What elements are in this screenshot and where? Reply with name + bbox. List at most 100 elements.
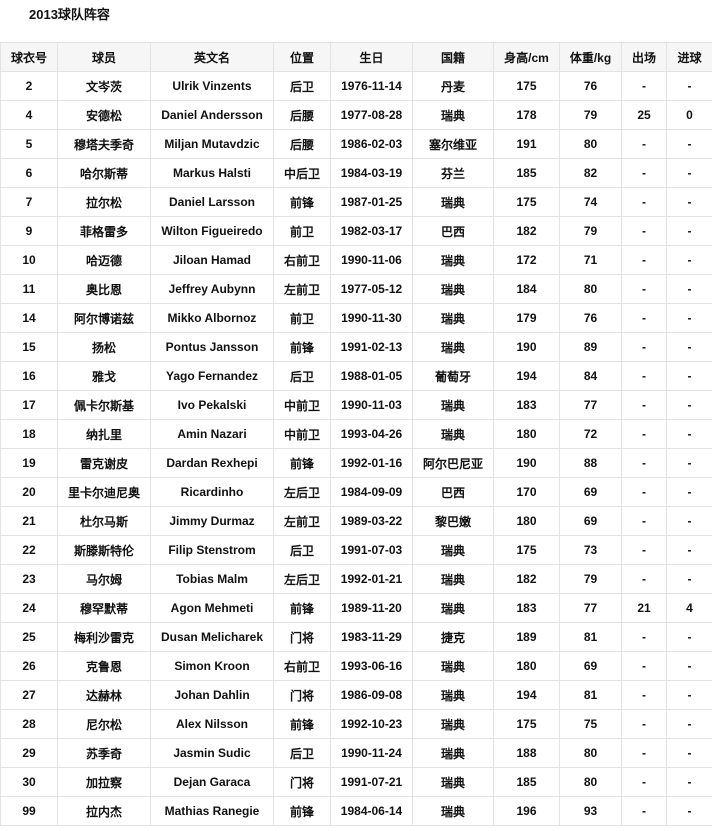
- cell-name-cn: 阿尔博诺兹: [57, 303, 151, 333]
- cell-number: 11: [0, 274, 58, 304]
- cell-goals: -: [666, 71, 712, 101]
- cell-appearances: -: [621, 448, 667, 478]
- cell-appearances: -: [621, 245, 667, 275]
- cell-weight: 69: [559, 506, 622, 536]
- cell-goals: -: [666, 187, 712, 217]
- cell-goals: -: [666, 361, 712, 391]
- cell-height: 182: [493, 564, 560, 594]
- cell-number: 21: [0, 506, 58, 536]
- cell-birthday: 1992-01-21: [330, 564, 413, 594]
- table-row: 7 拉尔松 Daniel Larsson 前锋 1987-01-25 瑞典 175 74- -: [0, 187, 712, 217]
- cell-birthday: 1991-02-13: [330, 332, 413, 362]
- cell-height: 180: [493, 419, 560, 449]
- table-row: 5 穆塔夫季奇 Miljan Mutavdzic 后腰 1986-02-03 塞尔维亚 19…: [0, 129, 712, 159]
- cell-name-en: Miljan Mutavdzic: [150, 129, 274, 159]
- cell-birthday: 1988-01-05: [330, 361, 413, 391]
- cell-weight: 80: [559, 274, 622, 304]
- table-row: 18 纳扎里 Amin Nazari 中前卫 1993-04-26 瑞典 180 72- -: [0, 419, 712, 449]
- cell-nationality: 瑞典: [412, 796, 494, 826]
- cell-goals: -: [666, 796, 712, 826]
- cell-number: 10: [0, 245, 58, 275]
- cell-position: 后卫: [273, 361, 331, 391]
- header-goals: 进球: [666, 42, 712, 72]
- cell-nationality: 捷克: [412, 622, 494, 652]
- cell-appearances: -: [621, 158, 667, 188]
- cell-nationality: 芬兰: [412, 158, 494, 188]
- cell-name-en: Ivo Pekalski: [150, 390, 274, 420]
- table-row: 23 马尔姆 Tobias Malm 左后卫 1992-01-21 瑞典 182 79- -: [0, 564, 712, 594]
- cell-number: 25: [0, 622, 58, 652]
- table-row: 26 克鲁恩 Simon Kroon 右前卫 1993-06-16 瑞典 180 69- -: [0, 651, 712, 681]
- cell-appearances: -: [621, 709, 667, 739]
- cell-weight: 80: [559, 129, 622, 159]
- cell-name-en: Johan Dahlin: [150, 680, 274, 710]
- cell-nationality: 瑞典: [412, 390, 494, 420]
- cell-appearances: -: [621, 564, 667, 594]
- cell-weight: 75: [559, 709, 622, 739]
- cell-height: 175: [493, 71, 560, 101]
- cell-weight: 73: [559, 535, 622, 565]
- cell-name-en: Wilton Figueiredo: [150, 216, 274, 246]
- cell-name-cn: 斯滕斯特伦: [57, 535, 151, 565]
- cell-position: 右前卫: [273, 651, 331, 681]
- cell-birthday: 1992-10-23: [330, 709, 413, 739]
- cell-birthday: 1982-03-17: [330, 216, 413, 246]
- table-row: 27 达赫林 Johan Dahlin 门将 1986-09-08 瑞典 194 81- -: [0, 680, 712, 710]
- cell-appearances: -: [621, 129, 667, 159]
- cell-position: 后腰: [273, 100, 331, 130]
- cell-position: 左前卫: [273, 506, 331, 536]
- cell-height: 178: [493, 100, 560, 130]
- cell-name-en: Pontus Jansson: [150, 332, 274, 362]
- page-title: 2013球队阵容: [29, 7, 110, 22]
- cell-goals: -: [666, 651, 712, 681]
- cell-name-cn: 拉内杰: [57, 796, 151, 826]
- cell-name-cn: 梅利沙雷克: [57, 622, 151, 652]
- cell-number: 20: [0, 477, 58, 507]
- cell-name-cn: 穆塔夫季奇: [57, 129, 151, 159]
- cell-height: 194: [493, 680, 560, 710]
- cell-goals: -: [666, 303, 712, 333]
- cell-nationality: 阿尔巴尼亚: [412, 448, 494, 478]
- cell-nationality: 瑞典: [412, 680, 494, 710]
- cell-weight: 76: [559, 71, 622, 101]
- cell-appearances: 21: [621, 593, 667, 623]
- cell-goals: -: [666, 332, 712, 362]
- cell-weight: 77: [559, 390, 622, 420]
- cell-position: 前锋: [273, 332, 331, 362]
- cell-name-en: Filip Stenstrom: [150, 535, 274, 565]
- header-nationality: 国籍: [412, 42, 494, 72]
- cell-weight: 71: [559, 245, 622, 275]
- cell-nationality: 巴西: [412, 216, 494, 246]
- cell-name-cn: 克鲁恩: [57, 651, 151, 681]
- cell-number: 5: [0, 129, 58, 159]
- cell-goals: -: [666, 216, 712, 246]
- cell-name-en: Dusan Melicharek: [150, 622, 274, 652]
- cell-name-cn: 菲格雷多: [57, 216, 151, 246]
- cell-name-en: Jeffrey Aubynn: [150, 274, 274, 304]
- cell-birthday: 1989-11-20: [330, 593, 413, 623]
- cell-height: 170: [493, 477, 560, 507]
- header-height: 身高/cm: [493, 42, 560, 72]
- cell-name-en: Simon Kroon: [150, 651, 274, 681]
- cell-birthday: 1983-11-29: [330, 622, 413, 652]
- cell-name-en: Ulrik Vinzents: [150, 71, 274, 101]
- cell-appearances: -: [621, 332, 667, 362]
- cell-position: 前锋: [273, 448, 331, 478]
- cell-position: 右前卫: [273, 245, 331, 275]
- table-row: 21 杜尔马斯 Jimmy Durmaz 左前卫 1989-03-22 黎巴嫩 180 69-…: [0, 506, 712, 536]
- cell-birthday: 1977-08-28: [330, 100, 413, 130]
- cell-number: 2: [0, 71, 58, 101]
- cell-birthday: 1990-11-24: [330, 738, 413, 768]
- cell-number: 14: [0, 303, 58, 333]
- table-row: 30 加拉察 Dejan Garaca 门将 1991-07-21 瑞典 185 80- -: [0, 767, 712, 797]
- cell-name-cn: 哈尔斯蒂: [57, 158, 151, 188]
- cell-birthday: 1989-03-22: [330, 506, 413, 536]
- cell-appearances: -: [621, 71, 667, 101]
- cell-weight: 82: [559, 158, 622, 188]
- cell-nationality: 瑞典: [412, 535, 494, 565]
- cell-name-en: Dejan Garaca: [150, 767, 274, 797]
- cell-birthday: 1990-11-30: [330, 303, 413, 333]
- cell-nationality: 瑞典: [412, 767, 494, 797]
- cell-number: 30: [0, 767, 58, 797]
- cell-appearances: -: [621, 506, 667, 536]
